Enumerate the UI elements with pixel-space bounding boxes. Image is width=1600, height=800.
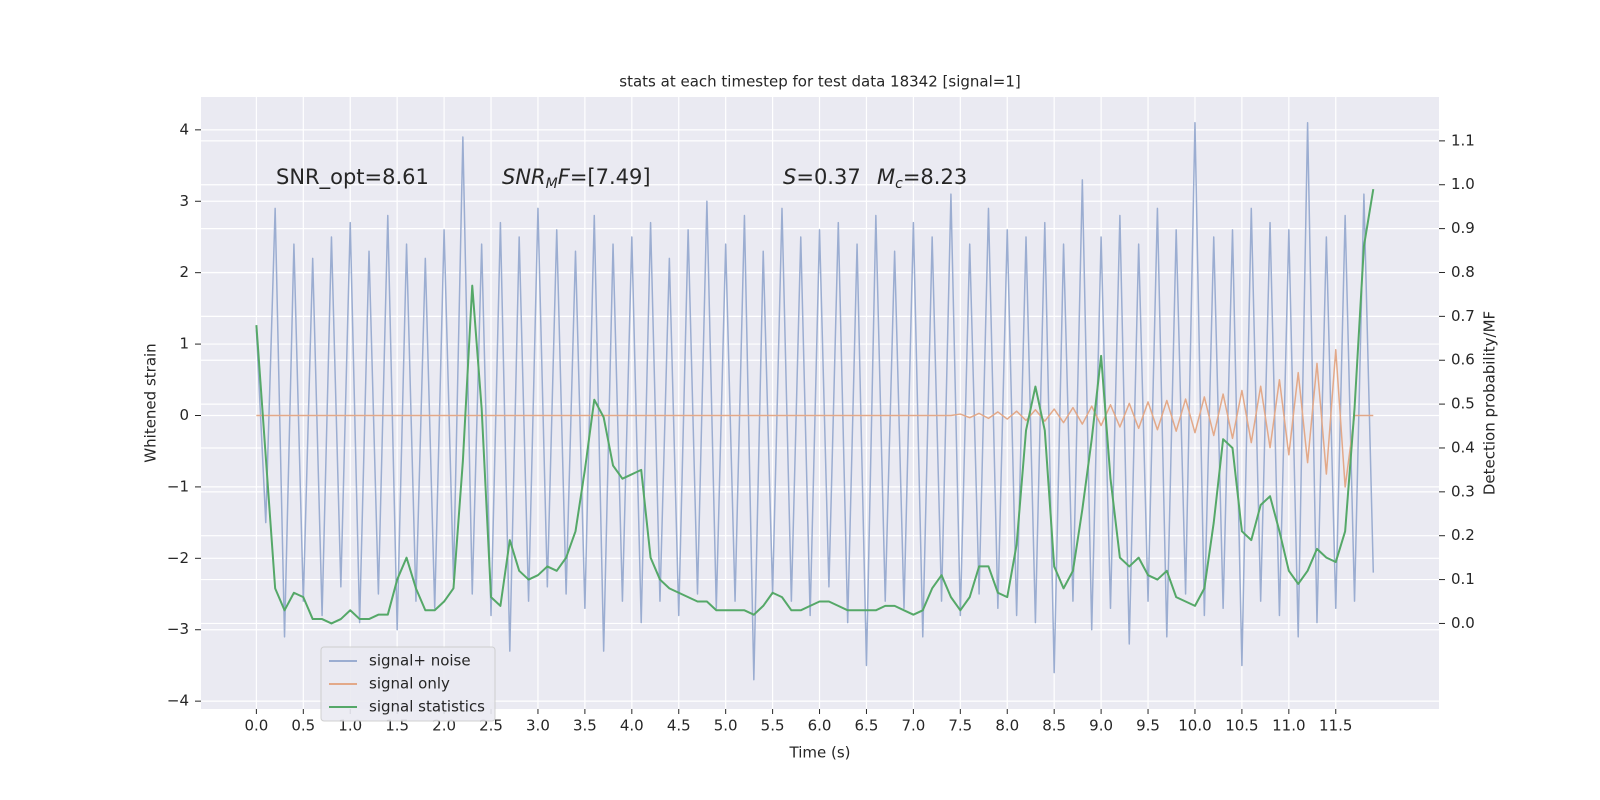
y2-tick-label: 0.5 (1451, 395, 1475, 413)
y2-tick-label: 0.2 (1451, 526, 1475, 544)
y-tick-label: −4 (167, 692, 189, 710)
y-tick-label: 3 (179, 192, 189, 210)
y2-tick-label: 0.4 (1451, 438, 1475, 456)
x-tick-label: 11.5 (1319, 717, 1352, 735)
x-tick-label: 8.0 (995, 717, 1019, 735)
y-tick-label: 4 (179, 120, 189, 138)
x-tick-label: 3.0 (526, 717, 550, 735)
y2-tick-label: 0.3 (1451, 482, 1475, 500)
x-tick-label: 4.0 (620, 717, 644, 735)
x-tick-label: 7.5 (948, 717, 972, 735)
x-tick-label: 5.5 (761, 717, 785, 735)
annotation-part: SNR_opt=8.61 (276, 165, 429, 190)
x-axis-label: Time (s) (789, 744, 851, 762)
annotation-part: S (783, 165, 796, 189)
y-tick-label: 1 (179, 335, 189, 353)
y-tick-label: −3 (167, 620, 189, 638)
y2-tick-label: 0.6 (1451, 351, 1475, 369)
y2-tick-label: 0.7 (1451, 307, 1475, 325)
x-tick-label: 6.0 (808, 717, 832, 735)
y2-tick-label: 1.1 (1451, 131, 1475, 149)
legend-label: signal only (369, 675, 450, 693)
annotation-part: =8.23 (903, 165, 967, 189)
x-tick-label: 3.5 (573, 717, 597, 735)
annotation: SNRMF=[7.49] (502, 165, 651, 192)
series-line (256, 349, 1374, 488)
y2-tick-label: 0.8 (1451, 263, 1475, 281)
annotation-part: c (895, 176, 903, 192)
y-tick-label: −2 (167, 549, 189, 567)
x-tick-label: 7.0 (901, 717, 925, 735)
series-line (255, 188, 1375, 625)
annotation-part: F (558, 165, 571, 189)
y-tick-label: 2 (179, 263, 189, 281)
y-tick-label: 0 (179, 406, 189, 424)
x-tick-label: 4.5 (667, 717, 691, 735)
legend-box (320, 646, 496, 722)
legend-label: signal statistics (369, 698, 485, 716)
x-tick-label: 10.0 (1178, 717, 1211, 735)
series-line (255, 121, 1375, 681)
y2-axis-label: Detection probability/MF (1481, 311, 1499, 495)
annotation: SNR_opt=8.61 (276, 165, 429, 190)
annotation-part: =0.37 (796, 165, 860, 189)
y2-tick-label: 0.1 (1451, 570, 1475, 588)
x-tick-label: 0.5 (291, 717, 315, 735)
x-tick-label: 11.0 (1272, 717, 1305, 735)
annotation-part: M (546, 176, 558, 192)
annotation: S=0.37 (783, 165, 861, 189)
x-tick-label: 6.5 (855, 717, 879, 735)
y2-tick-label: 0.9 (1451, 219, 1475, 237)
x-tick-label: 5.0 (714, 717, 738, 735)
y2-tick-label: 1.0 (1451, 175, 1475, 193)
annotation-part: SNR (502, 165, 546, 189)
chart-title: stats at each timestep for test data 183… (619, 73, 1020, 91)
x-tick-label: 8.5 (1042, 717, 1066, 735)
annotation-part: M (877, 165, 895, 189)
legend-label: signal+ noise (369, 652, 471, 670)
x-tick-label: 9.0 (1089, 717, 1113, 735)
y2-tick-label: 0.0 (1451, 614, 1475, 632)
x-tick-label: 10.5 (1225, 717, 1258, 735)
y-axis-label: Whitened strain (142, 343, 160, 462)
x-tick-label: 0.0 (244, 717, 268, 735)
y-tick-label: −1 (167, 477, 189, 495)
x-tick-label: 9.5 (1136, 717, 1160, 735)
annotation: Mc=8.23 (877, 165, 967, 192)
annotation-part: =[7.49] (570, 165, 651, 189)
